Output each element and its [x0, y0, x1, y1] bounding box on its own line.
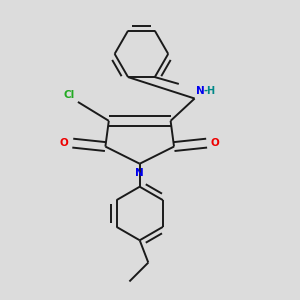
Text: O: O: [60, 138, 69, 148]
Text: Cl: Cl: [64, 90, 75, 100]
Text: N: N: [196, 86, 205, 97]
Text: O: O: [211, 138, 220, 148]
Text: N: N: [135, 168, 144, 178]
Text: -H: -H: [203, 86, 216, 97]
